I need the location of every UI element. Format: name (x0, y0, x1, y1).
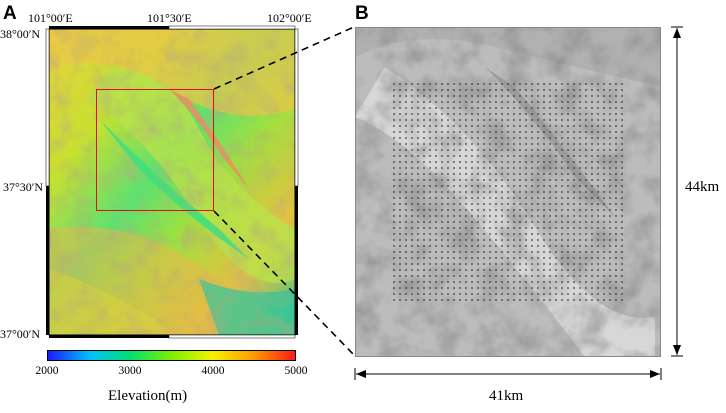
panel-a-label: A (3, 3, 17, 24)
height-dimension-label: 44km (685, 179, 720, 195)
panel-b-label: B (355, 3, 369, 24)
lon-tick-label: 102°00′E (267, 11, 312, 25)
image-b-frame (355, 27, 661, 357)
colorbar-tick-label: 5000 (284, 365, 308, 377)
map-frame (45, 25, 299, 339)
colorbar-title: Elevation(m) (108, 388, 188, 404)
lon-tick-label: 101°00′E (28, 11, 73, 25)
lat-tick-label: 37°30′N (3, 180, 44, 194)
colorbar-tick-label: 2000 (35, 365, 59, 377)
lat-tick-label: 37°00′N (0, 327, 41, 341)
elevation-map (49, 29, 295, 335)
colorbar-tick-label: 4000 (201, 365, 225, 377)
study-area-box (96, 89, 214, 211)
width-dimension-arrow (354, 368, 662, 380)
lon-tick-label: 101°30′E (147, 11, 192, 25)
grayscale-relief-image (355, 27, 661, 357)
lat-tick-label: 38°00′N (0, 27, 41, 41)
colorbar-tick-label: 3000 (118, 365, 142, 377)
width-dimension-label: 41km (489, 388, 524, 404)
elevation-colorbar (47, 350, 296, 361)
height-dimension-arrow (671, 26, 683, 357)
